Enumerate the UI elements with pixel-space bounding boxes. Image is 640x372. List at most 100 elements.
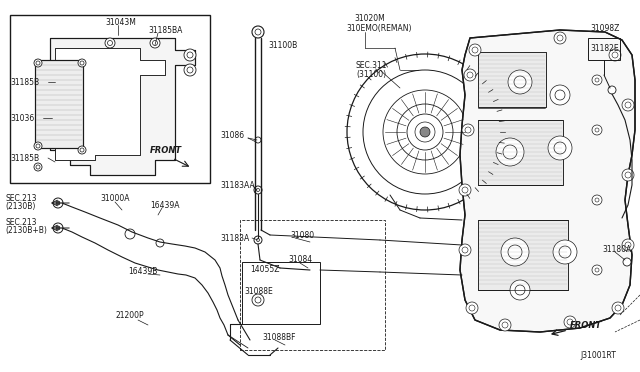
Text: 31000A: 31000A [100, 193, 129, 202]
Text: 31084: 31084 [288, 256, 312, 264]
Circle shape [56, 226, 60, 230]
Circle shape [595, 128, 599, 132]
Circle shape [464, 69, 476, 81]
Circle shape [363, 70, 487, 194]
Circle shape [625, 242, 631, 248]
Circle shape [595, 78, 599, 82]
Circle shape [462, 247, 468, 253]
Text: 31088BF: 31088BF [262, 334, 296, 343]
Circle shape [502, 322, 508, 328]
Circle shape [36, 165, 40, 169]
Circle shape [34, 163, 42, 171]
Text: 31088E: 31088E [244, 288, 273, 296]
Circle shape [156, 239, 164, 247]
Bar [478, 52, 546, 107]
Circle shape [252, 294, 264, 306]
Bar [478, 120, 563, 185]
Circle shape [255, 297, 261, 303]
Polygon shape [55, 48, 165, 160]
Text: 31182E: 31182E [590, 44, 619, 52]
Circle shape [595, 268, 599, 272]
Bar [478, 220, 568, 290]
Circle shape [397, 104, 453, 160]
Circle shape [472, 47, 478, 53]
Circle shape [36, 61, 40, 65]
Bar [10, 15, 210, 183]
Circle shape [559, 246, 571, 258]
Circle shape [503, 145, 517, 159]
Polygon shape [50, 38, 195, 175]
Circle shape [383, 90, 467, 174]
Circle shape [252, 26, 264, 38]
Text: (2130B): (2130B) [5, 202, 35, 211]
Circle shape [462, 124, 474, 136]
Circle shape [184, 64, 196, 76]
Bar [478, 120, 563, 185]
Bar [478, 220, 568, 290]
Text: 16439A: 16439A [150, 201, 179, 209]
Text: 21200P: 21200P [115, 311, 143, 320]
Circle shape [625, 172, 631, 178]
Circle shape [510, 280, 530, 300]
Bar [588, 38, 620, 60]
Circle shape [465, 127, 471, 133]
Circle shape [187, 67, 193, 73]
Text: 31185B: 31185B [10, 154, 39, 163]
Text: FRONT: FRONT [150, 145, 182, 154]
Circle shape [108, 41, 113, 45]
Text: 16439B: 16439B [128, 267, 157, 276]
Circle shape [257, 189, 259, 192]
Circle shape [623, 258, 631, 266]
Circle shape [564, 316, 576, 328]
Bar [35, 60, 83, 148]
Circle shape [466, 302, 478, 314]
Text: SEC.311: SEC.311 [356, 61, 387, 70]
Circle shape [550, 85, 570, 105]
Circle shape [612, 52, 618, 58]
Circle shape [555, 90, 565, 100]
Circle shape [459, 184, 471, 196]
Bar [242, 262, 320, 324]
Circle shape [462, 187, 468, 193]
Circle shape [499, 319, 511, 331]
Circle shape [469, 44, 481, 56]
Circle shape [515, 285, 525, 295]
Circle shape [554, 142, 566, 154]
Text: 31036: 31036 [10, 113, 35, 122]
Text: 31098Z: 31098Z [590, 23, 620, 32]
Text: (2130B+B): (2130B+B) [5, 225, 47, 234]
Bar [478, 52, 546, 107]
Circle shape [125, 229, 135, 239]
Text: 31086: 31086 [220, 131, 244, 140]
Circle shape [557, 35, 563, 41]
Circle shape [609, 49, 621, 61]
Circle shape [420, 127, 430, 137]
Text: 31185BA: 31185BA [148, 26, 182, 35]
Text: 31020M: 31020M [354, 13, 385, 22]
Circle shape [187, 52, 193, 58]
Circle shape [508, 245, 522, 259]
Circle shape [496, 138, 524, 166]
Circle shape [595, 198, 599, 202]
Circle shape [105, 38, 115, 48]
Circle shape [514, 76, 526, 88]
Circle shape [567, 319, 573, 325]
Circle shape [608, 86, 616, 94]
Circle shape [415, 122, 435, 142]
Polygon shape [460, 30, 635, 332]
Circle shape [80, 148, 84, 152]
Circle shape [257, 238, 259, 241]
Circle shape [622, 239, 634, 251]
Text: 31185B: 31185B [10, 77, 39, 87]
Text: 31180A: 31180A [602, 246, 631, 254]
Circle shape [625, 102, 631, 108]
Text: SEC.213: SEC.213 [5, 193, 36, 202]
Circle shape [615, 305, 621, 311]
Circle shape [255, 137, 261, 143]
Circle shape [592, 75, 602, 85]
Circle shape [150, 38, 160, 48]
Text: 31080: 31080 [290, 231, 314, 240]
Circle shape [78, 146, 86, 154]
Circle shape [347, 54, 503, 210]
Text: 310EMO(REMAN): 310EMO(REMAN) [346, 23, 412, 32]
